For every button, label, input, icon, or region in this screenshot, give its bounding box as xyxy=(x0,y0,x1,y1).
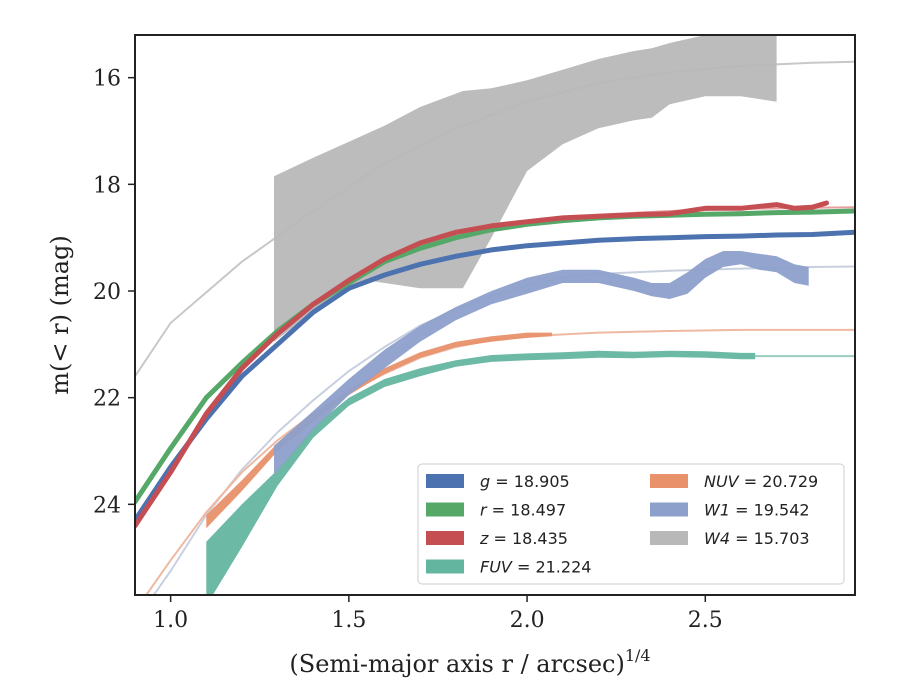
y-tick-label: 18 xyxy=(93,173,121,198)
legend: g = 18.905 r = 18.497 z = 18.435 FUV = 21.2… xyxy=(417,463,845,585)
series-band-w4 xyxy=(274,35,777,342)
x-tick-label: 1.5 xyxy=(331,608,366,633)
legend-label-g: g = 18.905 xyxy=(480,472,570,491)
legend-label-r: r = 18.497 xyxy=(480,501,566,520)
data-lines xyxy=(135,200,855,529)
y-tick-label: 22 xyxy=(93,387,121,412)
y-tick-label: 16 xyxy=(93,67,121,92)
legend-swatch-w1 xyxy=(650,502,688,517)
legend-label-fuv: FUV = 21.224 xyxy=(480,558,591,577)
legend-swatch-nuv xyxy=(650,474,688,488)
legend-swatch-fuv xyxy=(426,559,464,574)
legend-swatch-g xyxy=(426,474,464,488)
x-tick-label: 2.0 xyxy=(510,608,545,633)
series-line-g xyxy=(135,229,855,523)
x-tick-label: 1.0 xyxy=(153,608,188,633)
axis-ticks: 1.0 1.5 2.0 2.5 16 18 20 22 24 xyxy=(93,67,723,633)
data-bands xyxy=(206,35,809,595)
legend-label-nuv: NUV = 20.729 xyxy=(704,472,818,491)
series-band-w1 xyxy=(274,251,809,475)
y-tick-label: 24 xyxy=(93,493,121,518)
series-line-r xyxy=(135,208,855,505)
plot-frame xyxy=(134,34,856,596)
legend-swatch-r xyxy=(426,502,464,517)
legend-swatch-w4 xyxy=(650,531,688,545)
legend-label-z: z = 18.435 xyxy=(479,529,568,548)
x-tick-label: 2.5 xyxy=(688,608,723,633)
y-tick-label: 20 xyxy=(93,280,121,305)
y-axis-label: m(< r) (mag) xyxy=(46,235,74,394)
series-line-z xyxy=(135,200,829,529)
legend-box xyxy=(417,463,845,585)
legend-label-w4: W4 = 15.703 xyxy=(704,529,810,548)
legend-label-w1: W1 = 19.542 xyxy=(704,501,810,520)
legend-swatch-z xyxy=(426,531,464,545)
x-axis-label-exponent: 1/4 xyxy=(625,646,651,665)
x-axis-label: (Semi-major axis r / arcsec)1/4 xyxy=(289,646,650,678)
